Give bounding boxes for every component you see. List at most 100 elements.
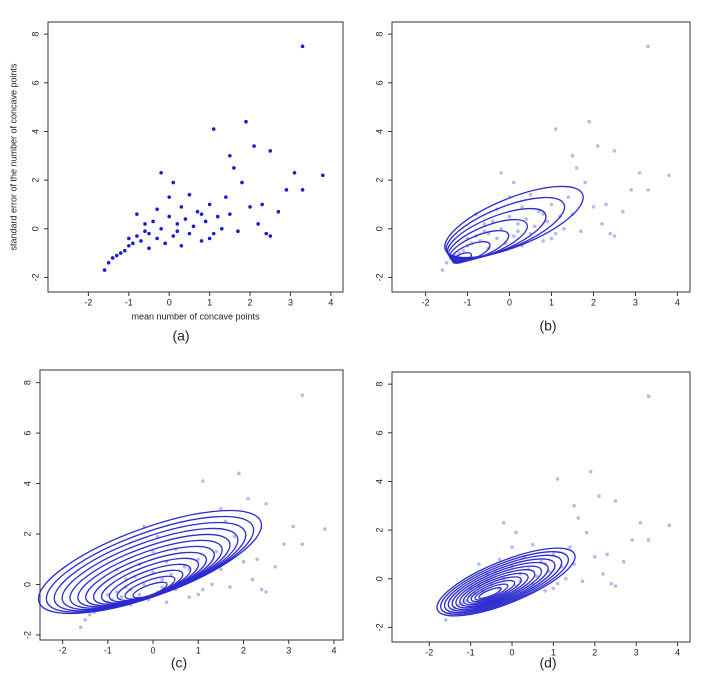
panel: -2 -1 0 1 2 3 4 -2 0 2 4 6 8 (d): [374, 371, 691, 671]
point: [187, 595, 192, 599]
x-tick-label: 0: [507, 297, 512, 307]
point: [232, 166, 236, 170]
contour: [474, 583, 509, 601]
point: [608, 231, 613, 236]
point: [555, 581, 560, 586]
x-tick-label: 3: [634, 647, 639, 657]
x-tick-label: 4: [675, 297, 680, 307]
point: [264, 231, 269, 236]
x-tick-label: -2: [425, 647, 433, 657]
x-tick-label: 2: [241, 645, 246, 655]
point: [246, 496, 250, 501]
point: [118, 251, 123, 255]
point: [579, 229, 583, 233]
point: [574, 166, 579, 170]
point: [87, 612, 92, 617]
point: [210, 582, 214, 587]
y-tick-label: 4: [22, 481, 32, 486]
point: [497, 557, 502, 562]
contour: [448, 218, 528, 262]
contour: [443, 554, 563, 614]
plot-frame: [391, 371, 691, 643]
point: [600, 222, 604, 226]
point: [553, 127, 558, 131]
point: [630, 538, 634, 542]
plot-frame: [391, 21, 691, 293]
y-tick-label: 0: [374, 576, 384, 581]
contour: [37, 509, 263, 615]
point: [551, 586, 556, 591]
y-tick-label: 2: [374, 178, 384, 183]
point: [135, 212, 139, 216]
y-tick-label: 4: [30, 129, 40, 134]
point: [164, 600, 169, 604]
point: [291, 524, 296, 529]
y-tick-label: 2: [30, 178, 40, 183]
y-tick-label: 0: [374, 226, 384, 231]
point: [572, 503, 576, 508]
point: [545, 219, 550, 224]
point: [151, 570, 155, 574]
point: [228, 585, 232, 589]
point: [259, 587, 264, 592]
x-tick-label: -2: [422, 297, 430, 307]
panel: -2 -1 0 1 2 3 4 -2 0 2 4 6 8 (c): [22, 369, 344, 671]
point: [638, 521, 643, 525]
point: [228, 212, 232, 216]
point: [160, 585, 164, 589]
y-axis-label: standard error of the number of concave …: [8, 63, 18, 251]
point: [260, 202, 264, 207]
point: [637, 171, 642, 175]
point: [300, 542, 305, 546]
point: [183, 217, 188, 221]
point: [588, 469, 593, 474]
point: [543, 589, 547, 593]
point: [320, 173, 325, 178]
point: [131, 241, 135, 246]
point: [562, 226, 566, 231]
point: [576, 516, 581, 520]
point: [163, 241, 167, 246]
contour: [53, 521, 247, 612]
point: [532, 224, 537, 229]
point: [477, 562, 481, 566]
point: [264, 501, 268, 506]
contour: [132, 581, 168, 599]
point: [147, 231, 151, 236]
point: [127, 243, 131, 248]
point: [511, 234, 516, 238]
point: [268, 149, 273, 153]
point: [151, 549, 155, 554]
point: [568, 545, 572, 549]
point: [119, 595, 124, 599]
point: [240, 180, 244, 185]
x-tick-label: 0: [167, 297, 172, 307]
point: [549, 202, 554, 207]
x-tick-label: 3: [286, 645, 291, 655]
point: [597, 494, 601, 498]
point: [179, 243, 184, 248]
point: [667, 173, 671, 178]
x-tick-label: -2: [84, 297, 92, 307]
point: [167, 195, 172, 199]
point: [255, 557, 259, 562]
point: [248, 205, 252, 209]
point: [207, 202, 212, 207]
point: [482, 222, 487, 226]
point: [78, 625, 83, 630]
point: [187, 192, 192, 197]
point: [151, 219, 155, 224]
x-tick-label: -2: [59, 645, 67, 655]
point: [228, 153, 232, 158]
contour: [466, 576, 522, 604]
point: [646, 44, 650, 49]
point: [584, 530, 589, 535]
point: [444, 618, 448, 622]
point: [300, 44, 305, 49]
point: [196, 557, 201, 562]
point: [201, 587, 205, 592]
point: [612, 234, 617, 238]
y-tick-label: -2: [30, 273, 40, 281]
point: [490, 219, 495, 224]
